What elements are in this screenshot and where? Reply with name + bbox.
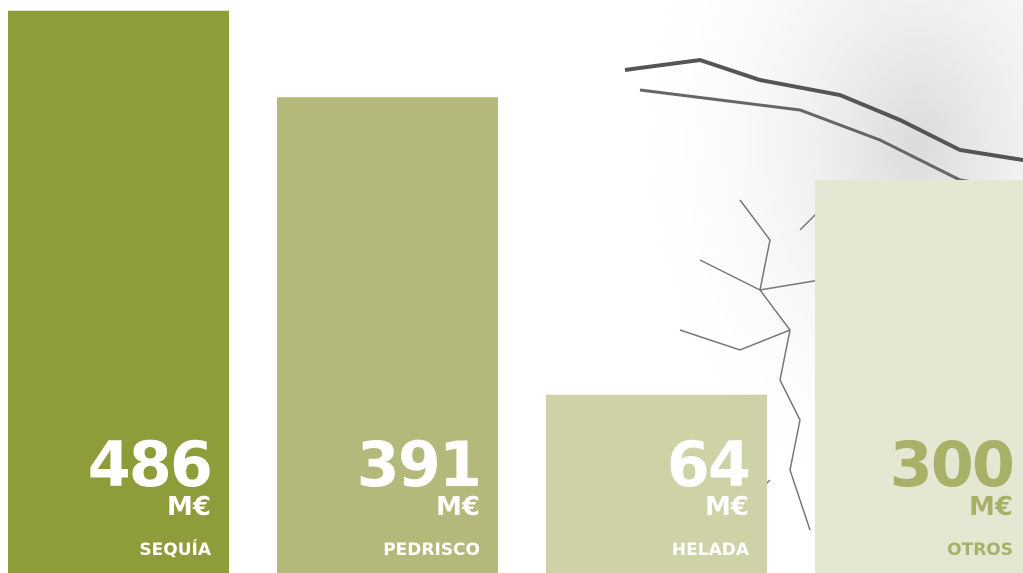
value-label: 300 bbox=[890, 428, 1013, 501]
value-label: 391 bbox=[357, 428, 480, 501]
category-label: OTROS bbox=[947, 540, 1013, 560]
value-label: 486 bbox=[88, 428, 211, 501]
value-label: 64 bbox=[667, 428, 749, 501]
unit-label: M€ bbox=[969, 492, 1013, 522]
unit-label: M€ bbox=[167, 492, 211, 522]
unit-label: M€ bbox=[436, 492, 480, 522]
category-label: PEDRISCO bbox=[383, 540, 480, 560]
page: 486M€SEQUÍA391M€PEDRISCO64M€HELADA300M€O… bbox=[0, 0, 1023, 573]
category-label: HELADA bbox=[672, 540, 750, 560]
chart: 486M€SEQUÍA391M€PEDRISCO64M€HELADA300M€O… bbox=[0, 0, 1023, 573]
category-label: SEQUÍA bbox=[139, 538, 211, 560]
unit-label: M€ bbox=[705, 492, 749, 522]
